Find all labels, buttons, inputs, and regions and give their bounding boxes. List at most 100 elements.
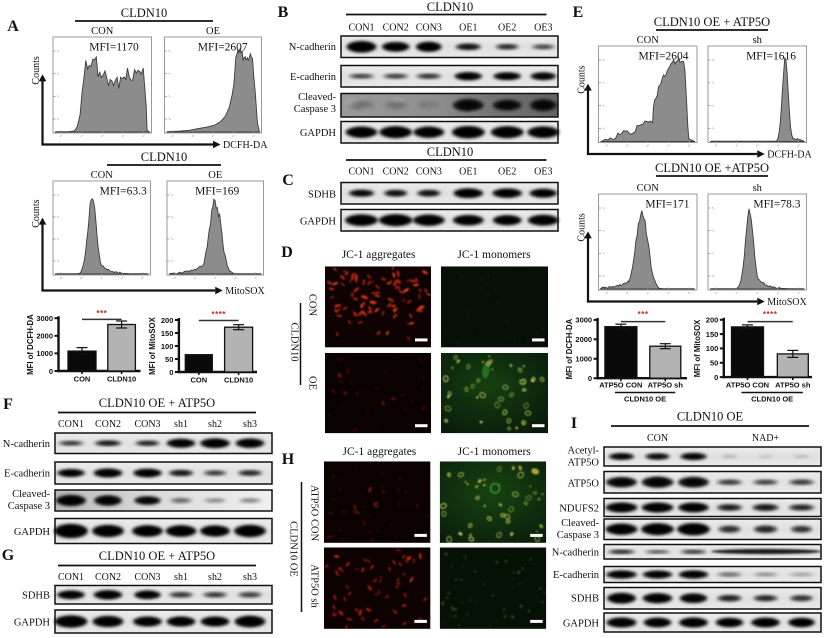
svg-text:2000: 2000	[575, 335, 592, 344]
svg-text:CON: CON	[74, 375, 91, 384]
svg-text:JC-1 monomers: JC-1 monomers	[458, 446, 532, 458]
svg-text:OE3: OE3	[534, 167, 552, 178]
svg-text:Counts: Counts	[31, 199, 42, 227]
svg-text:E-cadherin: E-cadherin	[290, 72, 337, 83]
svg-text:MFI=169: MFI=169	[195, 186, 239, 198]
svg-text:I: I	[571, 415, 577, 432]
svg-text:****: ****	[763, 310, 778, 319]
svg-text:Cleaved-: Cleaved-	[12, 489, 50, 500]
svg-text:MFI=63.3: MFI=63.3	[100, 186, 147, 198]
svg-text:JC-1 aggregates: JC-1 aggregates	[342, 249, 416, 261]
svg-text:MitoSOX: MitoSOX	[225, 286, 265, 297]
svg-text:CON1: CON1	[348, 23, 374, 34]
svg-text:CON: CON	[91, 26, 114, 37]
svg-text:OE: OE	[208, 170, 222, 181]
svg-text:CLDN10: CLDN10	[107, 375, 136, 384]
svg-text:ATP5O CON: ATP5O CON	[309, 485, 320, 542]
svg-text:N-cadherin: N-cadherin	[289, 42, 337, 53]
svg-text:OE2: OE2	[498, 167, 516, 178]
svg-text:CLDN10: CLDN10	[224, 376, 253, 385]
svg-text:CON1: CON1	[348, 167, 374, 178]
svg-text:CLDN10 OE + ATP5O: CLDN10 OE + ATP5O	[99, 396, 215, 410]
svg-text:CON: CON	[637, 183, 660, 194]
svg-text:NAD+: NAD+	[752, 433, 780, 444]
svg-text:CLDN10 OE: CLDN10 OE	[751, 395, 793, 404]
svg-text:***: ***	[96, 309, 107, 318]
svg-text:E-cadherin: E-cadherin	[553, 570, 600, 581]
svg-text:GAPDH: GAPDH	[14, 618, 51, 629]
svg-text:SDHB: SDHB	[571, 594, 599, 605]
svg-text:D: D	[281, 244, 293, 261]
svg-text:GAPDH: GAPDH	[14, 527, 51, 538]
svg-text:CLDN10 OE + ATP5O: CLDN10 OE + ATP5O	[654, 15, 770, 29]
svg-text:CLDN10: CLDN10	[289, 322, 300, 361]
svg-text:ATP5O CON: ATP5O CON	[726, 381, 769, 390]
svg-text:ATP5O CON: ATP5O CON	[599, 381, 642, 390]
svg-text:sh3: sh3	[243, 419, 257, 430]
svg-text:Caspase 3: Caspase 3	[8, 501, 50, 512]
svg-text:CON: CON	[91, 170, 114, 181]
svg-text:OE: OE	[206, 26, 220, 37]
svg-text:E: E	[573, 4, 584, 21]
svg-text:CON: CON	[637, 35, 660, 46]
svg-text:CON: CON	[190, 376, 207, 385]
svg-text:Counts: Counts	[577, 213, 588, 241]
svg-text:CON: CON	[647, 433, 668, 444]
svg-text:CON2: CON2	[95, 572, 121, 583]
svg-text:MFI of MitoSOX: MFI of MitoSOX	[693, 319, 702, 377]
svg-text:ATP5O sh: ATP5O sh	[648, 381, 684, 390]
svg-text:OE3: OE3	[534, 23, 552, 34]
svg-text:Cleaved-: Cleaved-	[561, 518, 599, 529]
svg-text:OE2: OE2	[498, 23, 516, 34]
svg-text:CON3: CON3	[416, 23, 442, 34]
svg-text:sh2: sh2	[208, 419, 222, 430]
svg-text:JC-1 monomers: JC-1 monomers	[457, 249, 531, 261]
svg-text:DCFH-DA: DCFH-DA	[767, 150, 812, 161]
svg-text:N-cadherin: N-cadherin	[552, 548, 600, 559]
svg-text:CLDN10: CLDN10	[427, 145, 474, 159]
svg-text:E-cadherin: E-cadherin	[4, 469, 51, 480]
svg-text:MFI of DCFH-DA: MFI of DCFH-DA	[26, 314, 35, 375]
svg-text:ATP5O: ATP5O	[567, 458, 599, 469]
svg-text:2000: 2000	[36, 332, 53, 341]
svg-text:sh: sh	[753, 35, 763, 46]
svg-text:CLDN10 OE +ATP5O: CLDN10 OE +ATP5O	[655, 161, 769, 175]
svg-text:150: 150	[706, 330, 719, 339]
svg-text:0: 0	[588, 374, 592, 383]
svg-text:SDHB: SDHB	[22, 591, 50, 602]
svg-text:200: 200	[706, 316, 719, 325]
svg-text:CLDN10 OE: CLDN10 OE	[677, 410, 744, 424]
svg-text:MFI=2607: MFI=2607	[198, 42, 248, 54]
svg-text:3000: 3000	[575, 316, 592, 325]
svg-text:GAPDH: GAPDH	[300, 128, 337, 139]
svg-text:Counts: Counts	[31, 56, 42, 84]
svg-text:OE1: OE1	[459, 23, 477, 34]
svg-text:NDUFS2: NDUFS2	[559, 504, 599, 515]
svg-text:CLDN10 OE: CLDN10 OE	[288, 521, 299, 577]
svg-text:150: 150	[161, 329, 174, 338]
svg-text:MFI=1170: MFI=1170	[89, 42, 139, 54]
svg-text:CON: CON	[307, 294, 318, 317]
svg-text:100: 100	[161, 342, 174, 351]
svg-text:OE1: OE1	[459, 167, 477, 178]
svg-text:Caspase 3: Caspase 3	[557, 530, 599, 541]
svg-text:1000: 1000	[36, 349, 53, 358]
svg-text:ATP5O: ATP5O	[567, 479, 599, 490]
svg-text:CLDN10 OE: CLDN10 OE	[624, 395, 666, 404]
svg-text:CLDN10: CLDN10	[427, 0, 474, 14]
svg-text:CON3: CON3	[134, 419, 160, 430]
svg-text:50: 50	[165, 355, 173, 364]
svg-text:C: C	[282, 172, 294, 189]
svg-text:0: 0	[169, 368, 173, 377]
svg-text:B: B	[278, 4, 289, 21]
svg-text:0: 0	[49, 367, 53, 376]
svg-text:Acetyl-: Acetyl-	[568, 446, 600, 457]
svg-text:CON1: CON1	[58, 419, 84, 430]
svg-text:Cleaved-: Cleaved-	[298, 92, 336, 103]
svg-text:CON2: CON2	[383, 167, 409, 178]
svg-text:MFI=2604: MFI=2604	[639, 51, 689, 63]
svg-text:****: ****	[211, 310, 226, 319]
svg-text:CON2: CON2	[95, 419, 121, 430]
svg-text:sh3: sh3	[243, 572, 257, 583]
svg-text:N-cadherin: N-cadherin	[3, 439, 51, 450]
